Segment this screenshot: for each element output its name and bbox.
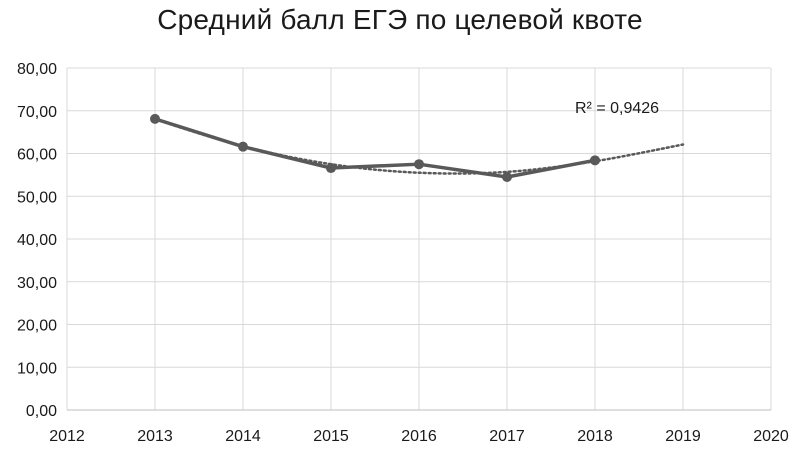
- x-tick-label: 2014: [225, 428, 261, 445]
- data-point: [414, 159, 424, 170]
- data-point: [150, 113, 160, 124]
- series-line: [154, 117, 596, 179]
- data-point: [238, 141, 248, 152]
- x-axis-ticks: 2012 2013 2014 2015 2016 2017 2018 2019 2020: [49, 428, 789, 445]
- data-point: [326, 163, 336, 174]
- y-tick-label: 70,00: [17, 104, 57, 121]
- data-point: [590, 155, 600, 166]
- y-tick-label: 50,00: [17, 189, 57, 206]
- series-group: [150, 113, 600, 183]
- y-tick-label: 60,00: [17, 147, 57, 164]
- x-tick-label: 2020: [753, 428, 789, 445]
- axes: [66, 68, 771, 411]
- gridlines: [66, 67, 772, 411]
- r-squared-annotation: R² = 0,9426: [575, 100, 659, 117]
- y-tick-label: 40,00: [17, 232, 57, 249]
- y-tick-label: 0,00: [26, 403, 57, 420]
- y-axis-ticks: 0,00 10,00 20,00 30,00 40,00 50,00 60,00 70,00 8…: [17, 61, 57, 420]
- x-tick-label: 2018: [577, 428, 613, 445]
- y-tick-label: 20,00: [17, 318, 57, 335]
- x-tick-label: 2016: [401, 428, 437, 445]
- chart-title: Средний балл ЕГЭ по целевой квоте: [157, 4, 643, 35]
- x-tick-label: 2012: [49, 428, 85, 445]
- data-point: [502, 172, 512, 183]
- x-tick-label: 2013: [137, 428, 173, 445]
- x-tick-label: 2019: [665, 428, 701, 445]
- x-tick-label: 2015: [313, 428, 349, 445]
- y-tick-label: 80,00: [17, 61, 57, 78]
- y-tick-label: 10,00: [17, 360, 57, 377]
- x-tick-label: 2017: [489, 428, 525, 445]
- y-tick-label: 30,00: [17, 275, 57, 292]
